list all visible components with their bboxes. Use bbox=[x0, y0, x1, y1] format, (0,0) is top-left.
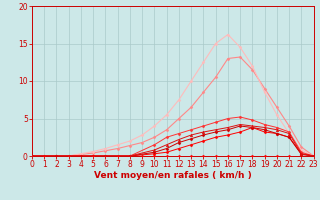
X-axis label: Vent moyen/en rafales ( km/h ): Vent moyen/en rafales ( km/h ) bbox=[94, 171, 252, 180]
